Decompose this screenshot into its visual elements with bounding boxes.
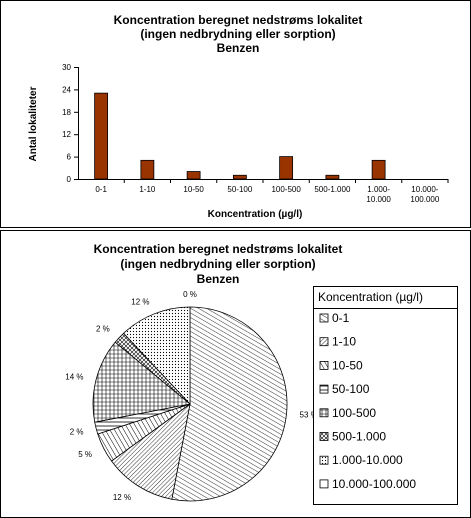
legend-swatch [319, 455, 329, 465]
x-tick-label: 10-50 [183, 185, 204, 194]
pie-percent-label: 14 % [65, 373, 83, 382]
legend-swatch [319, 384, 329, 394]
bar [232, 174, 247, 180]
legend-swatch [319, 408, 329, 418]
legend-items: 0-1 1-10 10-50 50-100 100-500 500-1.000 1.000-… [319, 311, 416, 491]
y-tick-label: 0 [67, 175, 72, 184]
x-tick-label: 50-100 [227, 185, 252, 194]
pie-percent-label: 5 % [78, 450, 92, 459]
bar [325, 174, 340, 180]
bar [279, 156, 294, 180]
pie-chart: Koncentration beregnet nedstrøms lokalit… [65, 242, 458, 505]
pie-slice [123, 306, 191, 406]
legend-box [313, 286, 458, 505]
legend-label: 1.000-10.000 [332, 453, 403, 467]
pie-slice [110, 403, 191, 500]
legend-label: 500-1.000 [332, 430, 386, 444]
legend-swatch [319, 313, 329, 323]
x-tick-label: 500-1.000 [314, 185, 351, 194]
y-tick-label: 30 [62, 63, 71, 72]
legend-swatch [319, 432, 329, 441]
legend-title: Koncentration (µg/l) [318, 290, 423, 304]
legend-label: 50-100 [332, 382, 370, 396]
pie-title-line-1: Koncentration beregnet nedstrøms lokalit… [94, 242, 343, 256]
pie-title-line-2: (ingen nedbrydning eller sorption) [120, 257, 315, 271]
bar-x-axis-label: Koncentration (µg/l) [208, 209, 303, 220]
legend-swatch [319, 337, 329, 347]
legend-label: 0-1 [332, 311, 350, 325]
legend-label: 10-50 [332, 358, 363, 372]
bar-chart: Koncentration beregnet nedstrøms lokalit… [28, 13, 449, 220]
x-tick-label: 1.000-10.000 [366, 185, 391, 204]
legend-swatch [319, 479, 329, 489]
x-tick-label: 10.000-100.000 [410, 185, 439, 204]
x-tick-label: 100-500 [271, 185, 301, 194]
x-tick-label: 0-1 [95, 185, 107, 194]
pie-percent-label: 53 % [300, 410, 318, 419]
pie-legend: Koncentration (µg/l) 0-1 1-10 10-50 50-100 1… [313, 286, 458, 505]
pie-slice [92, 341, 191, 423]
pie-percent-label: 2 % [96, 325, 110, 334]
pie-percent-label: 12 % [131, 298, 149, 307]
pie-percent-label: 12 % [113, 493, 131, 502]
bar-y-ticks: 0 6 12 18 24 30 [62, 63, 78, 184]
y-tick-label: 6 [67, 153, 72, 162]
bar-title-line-2: (ingen nedbrydning eller sorption) [140, 27, 335, 41]
x-tick-label: 1-10 [139, 185, 156, 194]
pie-slice [171, 306, 288, 502]
bar-title-line-3: Benzen [217, 41, 260, 55]
legend-label: 10.000-100.000 [332, 477, 416, 491]
pie-percent-labels: 53 % 12 % 5 % 2 % 14 % 2 % 12 % 0 % [65, 290, 317, 502]
pie-slices [92, 306, 288, 502]
bar-title-line-1: Koncentration beregnet nedstrøms lokalit… [114, 13, 363, 27]
bar [186, 171, 201, 180]
bar [140, 159, 155, 180]
y-tick-label: 18 [62, 108, 71, 117]
bar-y-axis-label: Antal lokaliteter [28, 86, 39, 161]
legend-label: 100-500 [332, 406, 376, 420]
legend-label: 1-10 [332, 335, 356, 349]
bar [94, 92, 109, 180]
legend-swatch [319, 360, 329, 370]
pie-title-line-3: Benzen [197, 272, 240, 286]
y-tick-label: 12 [62, 130, 71, 139]
bar [371, 159, 386, 180]
pie-percent-label: 2 % [70, 427, 84, 436]
y-tick-label: 24 [62, 85, 71, 94]
pie-percent-label: 0 % [183, 290, 197, 299]
